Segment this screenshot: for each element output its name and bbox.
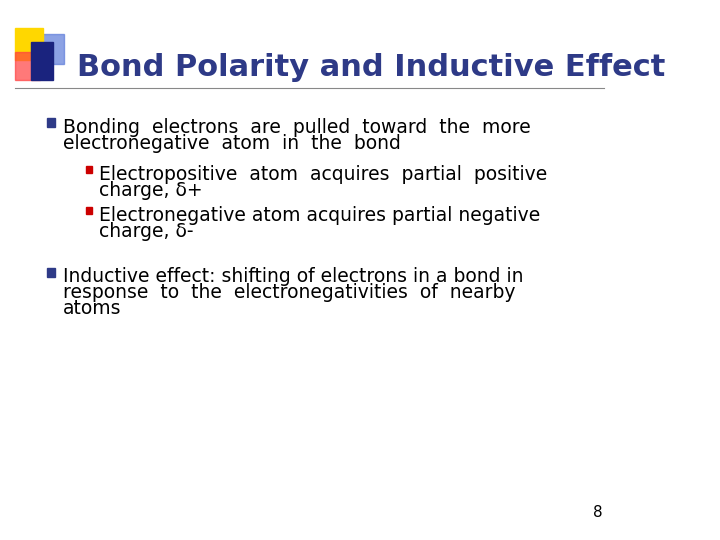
Text: 8: 8 — [593, 505, 603, 520]
Bar — [31, 42, 53, 80]
Text: Inductive effect: shifting of electrons in a bond in: Inductive effect: shifting of electrons … — [63, 267, 523, 286]
Text: atoms: atoms — [63, 299, 122, 318]
Bar — [48, 118, 55, 127]
Bar — [86, 207, 92, 214]
Text: charge, δ+: charge, δ+ — [99, 181, 202, 200]
Text: Electronegative atom acquires partial negative: Electronegative atom acquires partial ne… — [99, 206, 540, 225]
Bar — [86, 166, 92, 173]
Text: Bond Polarity and Inductive Effect: Bond Polarity and Inductive Effect — [78, 53, 666, 83]
Text: Bonding  electrons  are  pulled  toward  the  more: Bonding electrons are pulled toward the … — [63, 118, 531, 137]
Bar — [16, 52, 40, 80]
Text: electronegative  atom  in  the  bond: electronegative atom in the bond — [63, 134, 401, 153]
Bar — [38, 34, 63, 64]
Bar — [48, 268, 55, 277]
Text: Electropositive  atom  acquires  partial  positive: Electropositive atom acquires partial po… — [99, 165, 547, 184]
Text: charge, δ-: charge, δ- — [99, 222, 194, 241]
Bar — [16, 28, 43, 60]
Text: response  to  the  electronegativities  of  nearby: response to the electronegativities of n… — [63, 283, 516, 302]
